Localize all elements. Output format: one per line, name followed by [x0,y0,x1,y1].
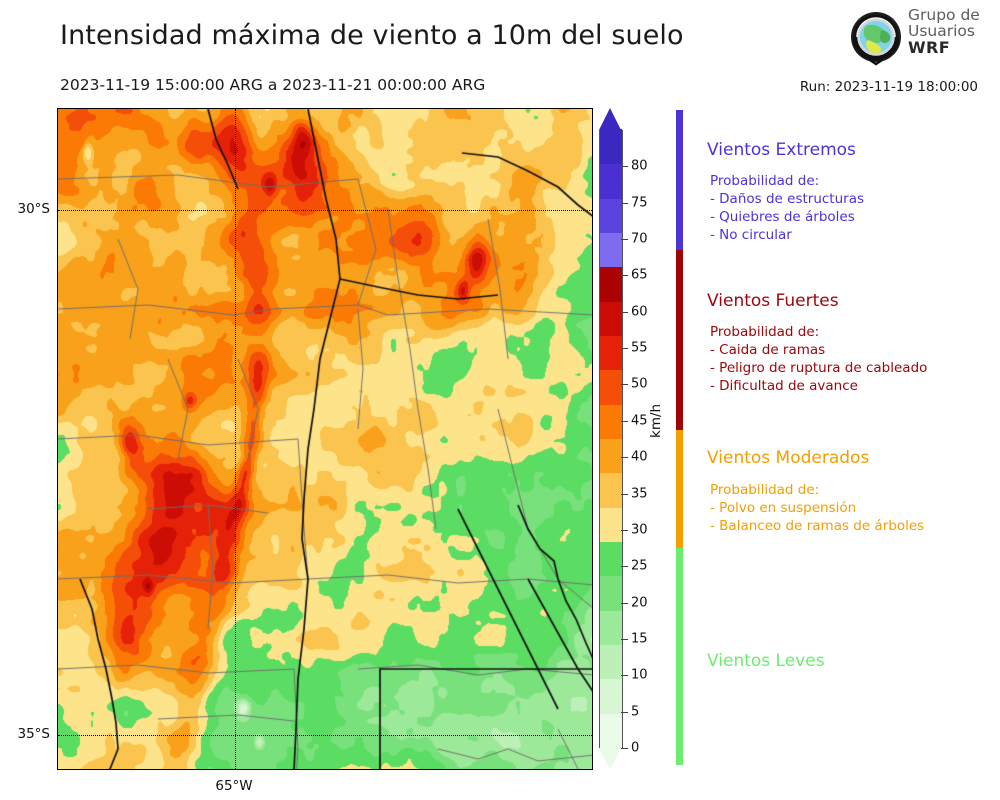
colorbar-tick [621,239,628,241]
colorbar-segment [600,438,622,474]
colorbar-tick-label: 80 [631,158,648,174]
category-description-line: Probabilidad de: [710,173,820,189]
colorbar-tick-label: 30 [631,522,648,538]
colorbar-segment [600,198,622,233]
category-title: Vientos Leves [707,651,825,671]
category-color-bar [676,110,683,765]
colorbar-segment [600,644,622,680]
longitude-tick-label: 65°W [215,778,253,794]
model-run-info: Run: 2023-11-19 18:00:00 [799,79,978,95]
logo-line-2: Usuarios [908,21,975,40]
colorbar-segment [600,163,622,199]
colorbar-segment [600,713,622,748]
page-title: Intensidad máxima de viento a 10m del su… [60,20,684,51]
category-description-line: Probabilidad de: [710,324,820,340]
colorbar-arrow-top [599,108,621,130]
colorbar-tick-label: 20 [631,595,648,611]
category-bar-segment [676,548,683,765]
category-title: Vientos Extremos [707,140,856,160]
colorbar-tick-label: 10 [631,667,648,683]
latitude-tick-label: 30°S [17,201,51,217]
colorbar-tick [621,384,628,386]
colorbar-tick [621,638,628,640]
colorbar-tick [621,493,628,495]
colorbar-tick-label: 60 [631,304,648,320]
colorbar-tick [621,566,628,568]
colorbar-tick-label: 65 [631,267,648,283]
colorbar-segment [600,678,622,714]
colorbar-tick-label: 25 [631,558,648,574]
category-description-line: Probabilidad de: [710,482,820,498]
wind-field-raster [58,109,592,769]
colorbar-tick [621,711,628,713]
category-bar-segment [676,430,683,548]
colorbar-tick-label: 55 [631,340,648,356]
colorbar-tick-label: 50 [631,376,648,392]
category-bar-segment [676,110,683,250]
category-description: Probabilidad de: - Polvo en suspensión - B… [710,482,924,536]
colorbar-segment [600,610,622,645]
colorbar-tick [621,748,628,749]
latitude-gridline [58,210,592,211]
colorbar-tick-label: 35 [631,486,648,502]
colorbar-segment [600,266,622,302]
colorbar-segment [600,129,622,165]
colorbar-tick [621,348,628,350]
colorbar-segment [600,575,622,611]
colorbar-tick-label: 0 [631,740,640,756]
forecast-period: 2023-11-19 15:00:00 ARG a 2023-11-21 00:… [60,76,486,94]
colorbar-tick [621,602,628,604]
category-description: Probabilidad de: - Daños de estructuras - … [710,173,864,245]
colorbar-tick-label: 40 [631,449,648,465]
logo-line-1: Grupo de [908,6,980,24]
colorbar-segment [600,369,622,405]
colorbar-tick-label: 45 [631,413,648,429]
colorbar-tick-label: 15 [631,631,648,647]
category-description-line: - No circular [710,226,792,243]
category-description-line: - Polvo en suspensión [710,499,857,516]
colorbar-tick [621,202,628,204]
colorbar-tick-label: 75 [631,195,648,211]
latitude-tick-label: 35°S [17,726,51,742]
longitude-gridline [235,109,236,769]
category-description-line: - Peligro de ruptura de cableado [710,359,928,376]
colorbar [599,108,623,770]
colorbar-segment [600,301,622,336]
category-description-line: - Dificultad de avance [710,377,858,394]
colorbar-tick [621,311,628,313]
colorbar-tick-label: 5 [631,704,640,720]
colorbar-tick [621,420,628,422]
colorbar-arrow-bottom [599,748,621,770]
colorbar-segment [600,541,622,577]
colorbar-unit-label: km/h [648,403,664,438]
category-bar-segment [676,250,683,430]
category-title: Vientos Fuertes [707,291,839,311]
colorbar-tick [621,675,628,677]
colorbar-tick-label: 70 [631,231,648,247]
colorbar-segment [600,335,622,371]
colorbar-segment [600,472,622,508]
category-description-line: - Balanceo de ramas de árboles [710,517,925,534]
category-description-line: - Daños de estructuras [710,190,865,207]
category-description: Probabilidad de: - Caida de ramas - Peligr… [710,324,927,396]
colorbar-body [599,129,623,748]
colorbar-tick [621,529,628,531]
colorbar-tick [621,457,628,459]
wind-map[interactable] [57,108,593,770]
category-description-line: - Quiebres de árboles [710,208,855,225]
latitude-gridline [58,735,592,736]
colorbar-segment [600,404,622,439]
logo-line-3: WRF [908,37,951,57]
colorbar-segment [600,232,622,268]
logo: Grupo de Usuarios WRF [848,6,994,70]
category-description-line: - Caida de ramas [710,341,826,358]
colorbar-segment [600,507,622,542]
colorbar-tick [621,166,628,168]
colorbar-tick [621,275,628,277]
category-title: Vientos Moderados [707,448,870,468]
globe-seal-icon [851,12,901,66]
